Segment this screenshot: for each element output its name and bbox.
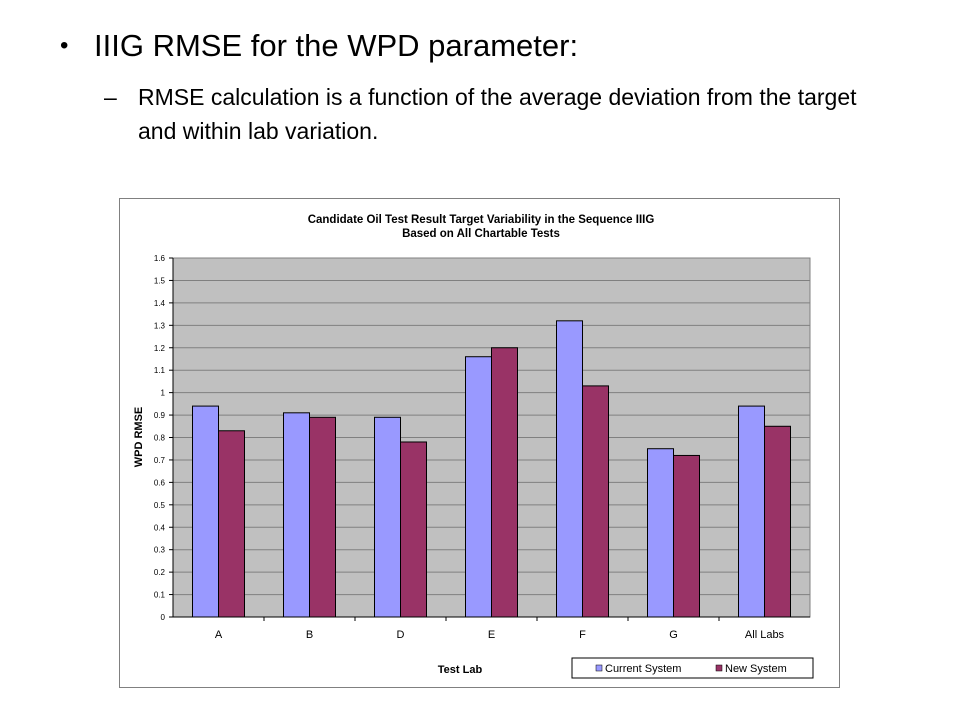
- y-tick-label: 1.3: [154, 321, 166, 330]
- x-tick-label: E: [488, 629, 495, 641]
- x-tick-label: B: [306, 629, 313, 641]
- x-axis-label: Test Lab: [438, 664, 483, 676]
- bar-chart: Candidate Oil Test Result Target Variabi…: [133, 214, 814, 679]
- bar-current-system-b: [283, 412, 310, 618]
- y-tick-label: 0: [161, 613, 166, 622]
- y-tick-label: 0.6: [154, 478, 166, 487]
- y-tick-label: 0.9: [154, 411, 166, 420]
- y-tick-label: 0.7: [154, 456, 166, 465]
- x-tick-label: F: [579, 629, 586, 641]
- chart-subtitle: Based on All Chartable Tests: [402, 228, 560, 240]
- legend-label-current-system: Current System: [605, 663, 681, 675]
- y-tick-label: 0.5: [154, 501, 166, 510]
- bars: [192, 320, 791, 618]
- bar-new-system-e: [491, 347, 518, 618]
- slide-bullet: • IIIG RMSE for the WPD parameter:: [60, 24, 940, 68]
- chart-frame: Candidate Oil Test Result Target Variabi…: [119, 198, 840, 688]
- legend-swatch-new-system: [715, 664, 723, 672]
- y-tick-label: 1.4: [154, 299, 166, 308]
- y-tick-label: 0.3: [154, 546, 166, 555]
- x-tick-label: A: [215, 629, 223, 641]
- bullet-dot-icon: •: [60, 32, 69, 59]
- y-tick-label: 0.1: [154, 591, 166, 600]
- chart-title: Candidate Oil Test Result Target Variabi…: [308, 214, 655, 226]
- bar-current-system-d: [374, 416, 401, 618]
- x-tick-label: G: [669, 629, 678, 641]
- bar-new-system-b: [309, 416, 336, 618]
- bar-new-system-g: [673, 454, 700, 618]
- legend: Current System New System: [571, 657, 814, 679]
- bar-current-system-all-labs: [738, 405, 765, 618]
- slide-sub-bullet: – RMSE calculation is a function of the …: [104, 80, 864, 148]
- bar-new-system-a: [218, 430, 245, 618]
- y-tick-label: 1.2: [154, 344, 166, 353]
- y-axis-label: WPD RMSE: [133, 407, 145, 468]
- y-tick-label: 1.1: [154, 366, 166, 375]
- y-tick-label: 1.6: [154, 254, 166, 263]
- bar-new-system-f: [582, 385, 609, 618]
- bar-new-system-d: [400, 441, 427, 618]
- x-tick-label: All Labs: [745, 629, 785, 641]
- y-tick-label: 1: [161, 389, 166, 398]
- legend-box: [571, 657, 814, 679]
- bar-current-system-f: [556, 320, 583, 618]
- sub-bullet-text: RMSE calculation is a function of the av…: [138, 84, 857, 144]
- bar-new-system-all-labs: [764, 425, 791, 618]
- x-axis-labels: A B D E F G All Labs: [215, 617, 785, 641]
- x-tick-label: D: [397, 629, 405, 641]
- bar-current-system-a: [192, 405, 219, 618]
- legend-swatch-current-system: [595, 664, 603, 672]
- y-tick-label: 1.5: [154, 276, 166, 285]
- bar-current-system-e: [465, 356, 492, 618]
- y-tick-label: 0.2: [154, 568, 166, 577]
- bullet-text: IIIG RMSE for the WPD parameter:: [94, 28, 579, 63]
- legend-label-new-system: New System: [725, 663, 787, 675]
- sub-bullet-dash: –: [104, 84, 117, 110]
- y-tick-label: 0.8: [154, 434, 166, 443]
- bar-current-system-g: [647, 448, 674, 618]
- y-tick-label: 0.4: [154, 523, 166, 532]
